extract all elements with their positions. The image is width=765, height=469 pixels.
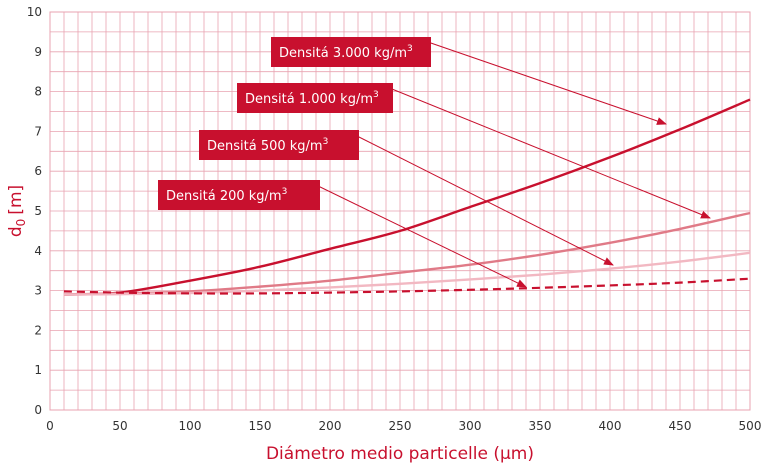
- y-tick-label: 7: [34, 124, 42, 138]
- series-label-arrow: [386, 86, 711, 219]
- series-label-box: [237, 83, 393, 113]
- series-label-name: Densitá 1.000 kg/m: [245, 92, 373, 107]
- y-tick-label: 10: [27, 5, 42, 19]
- series-label-superscript: 3: [282, 187, 288, 197]
- x-tick-label: 0: [46, 419, 54, 433]
- series-line-2: [63, 211, 751, 296]
- x-axis-title-unit: µm: [500, 444, 527, 464]
- y-tick-label: 0: [34, 403, 42, 417]
- x-tick-label: 500: [739, 419, 762, 433]
- y-axis-title: d0 [m]: [6, 185, 28, 237]
- x-tick-label: 200: [319, 419, 342, 433]
- chart-series: [63, 98, 751, 296]
- x-tick-label: 450: [669, 419, 692, 433]
- series-label-1: Densitá 3.000 kg/m3: [271, 37, 667, 125]
- y-axis-title-sub: 0: [14, 219, 28, 227]
- y-tick-label: 1: [34, 363, 42, 377]
- y-axis-title-main: d: [6, 226, 26, 237]
- x-axis-title-end: ): [527, 444, 534, 464]
- series-label-text: Densitá 3.000 kg/m3: [279, 44, 413, 61]
- series-label-4: Densitá 200 kg/m3: [158, 180, 527, 288]
- y-tick-label: 6: [34, 164, 42, 178]
- series-label-3: Densitá 500 kg/m3: [199, 130, 614, 266]
- series-label-text: Densitá 500 kg/m3: [207, 137, 328, 154]
- y-tick-label: 5: [34, 204, 42, 218]
- x-tick-label: 350: [529, 419, 552, 433]
- series-label-superscript: 3: [323, 137, 329, 147]
- series-label-name: Densitá 500 kg/m: [207, 139, 323, 154]
- x-tick-label: 150: [249, 419, 272, 433]
- x-tick-label: 50: [112, 419, 127, 433]
- series-line-1: [63, 98, 751, 296]
- y-tick-label: 4: [34, 244, 42, 258]
- series-label-arrow: [352, 133, 614, 266]
- series-label-arrow: [313, 183, 527, 288]
- x-axis-title: Diámetro medio particelle (µm): [266, 444, 534, 464]
- x-axis-title-main: Diámetro medio particelle (: [266, 444, 500, 464]
- y-tick-label: 3: [34, 284, 42, 298]
- x-tick-label: 300: [459, 419, 482, 433]
- y-tick-label: 8: [34, 85, 42, 99]
- series-label-text: Densitá 1.000 kg/m3: [245, 90, 379, 107]
- x-tick-label: 400: [599, 419, 622, 433]
- series-label-2: Densitá 1.000 kg/m3: [237, 83, 711, 219]
- series-label-text: Densitá 200 kg/m3: [166, 187, 287, 204]
- series-label-arrow: [424, 40, 667, 125]
- y-tick-label: 2: [34, 323, 42, 337]
- series-line-3: [63, 251, 751, 296]
- chart-axis-titles: Diámetro medio particelle (µm)d0[m]: [6, 185, 534, 464]
- x-tick-label: 250: [389, 419, 412, 433]
- plot-frame: [49, 11, 751, 411]
- y-axis-title-unit: [m]: [6, 185, 26, 215]
- series-label-superscript: 3: [407, 44, 413, 54]
- series-label-name: Densitá 3.000 kg/m: [279, 46, 407, 61]
- x-tick-label: 100: [179, 419, 202, 433]
- series-line-4: [63, 277, 751, 295]
- series-label-box: [199, 130, 359, 160]
- chart-grid: [49, 11, 751, 411]
- y-tick-label: 9: [34, 45, 42, 59]
- series-label-name: Densitá 200 kg/m: [166, 189, 282, 204]
- series-label-superscript: 3: [373, 90, 379, 100]
- series-label-box: [271, 37, 431, 67]
- chart-axes: 0 50 100 150 200 250 300 350 400 450 500 0 1 2 3 4 5 6 7 8 9…: [27, 5, 762, 433]
- series-label-box: [158, 180, 320, 210]
